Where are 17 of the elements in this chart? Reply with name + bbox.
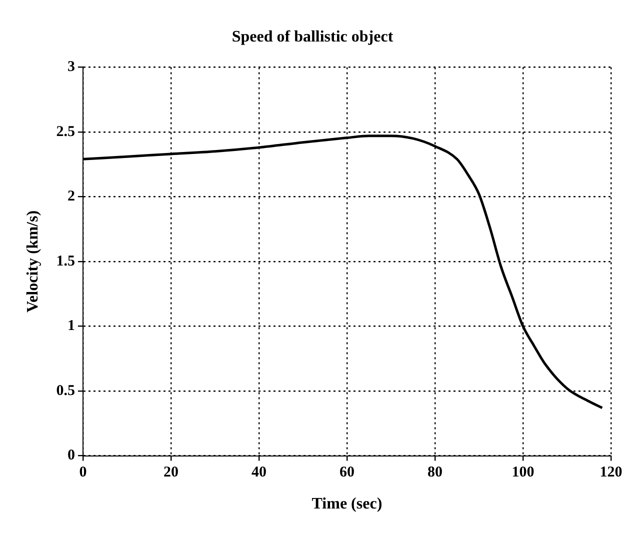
y-tick-label: 1 [67, 318, 75, 334]
x-axis-title: Time (sec) [312, 496, 382, 513]
y-tick-label: 3 [67, 59, 75, 76]
y-tick-label: 0 [67, 448, 75, 464]
x-tick-label: 20 [163, 464, 178, 481]
y-tick-label: 1.5 [56, 253, 75, 270]
x-tick-label: 100 [512, 464, 534, 481]
x-tick-label: 80 [427, 464, 442, 481]
chart-title: Speed of ballistic object [232, 28, 394, 46]
x-tick-label: 60 [339, 464, 354, 481]
x-tick-label: 0 [79, 464, 87, 481]
x-tick-label: 120 [600, 464, 622, 481]
y-tick-label: 2.5 [56, 124, 75, 140]
y-axis-title: Velocity (km/s) [24, 210, 42, 313]
x-tick-label: 40 [251, 464, 266, 481]
y-tick-label: 0.5 [56, 382, 75, 399]
y-tick-label: 2 [67, 188, 75, 205]
